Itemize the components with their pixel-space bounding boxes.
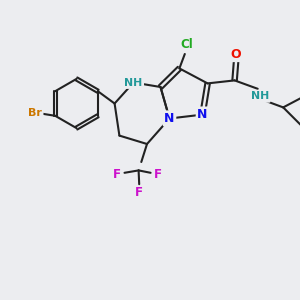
Text: O: O (231, 47, 242, 61)
Text: N: N (197, 108, 208, 121)
Text: N: N (164, 112, 175, 125)
Text: F: F (113, 167, 121, 181)
Text: NH: NH (124, 77, 142, 88)
Text: Cl: Cl (180, 38, 193, 51)
Text: F: F (154, 167, 162, 181)
Text: Br: Br (28, 108, 42, 118)
Text: F: F (135, 185, 143, 199)
Text: NH: NH (251, 91, 269, 101)
